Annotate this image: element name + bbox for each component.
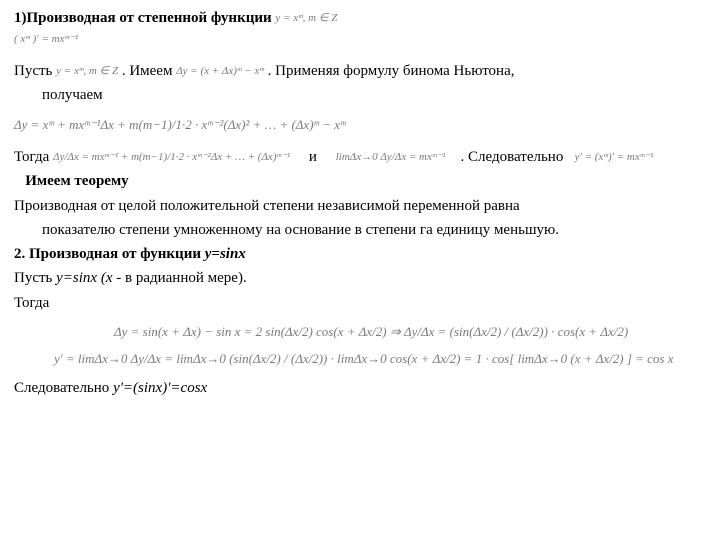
theorem-heading: Имеем теорему [14,171,706,191]
sin-limit-formula: y′ = limΔx→0 Δy/Δx = limΔx→0 (sin(Δx/2) … [14,350,706,368]
p2-formula2: limΔx→0 Δy/Δx = mxᵐ⁻¹ [336,151,446,163]
paragraph-1: Пусть y = xᵐ, m ∈ Z . Имеем Δy = (x + Δx… [14,61,706,81]
p2-therefore: . Следовательно [461,149,564,165]
theorem-body-line2: показателю степени умноженному на основа… [14,220,706,240]
title-line: 1)Производная от степенной функции y = x… [14,8,706,28]
paragraph-3: Пусть y=sinx (x - в радианной мере). [14,268,706,288]
p3-formula: y=sinx (x [56,270,112,286]
p1-word-apply: . Применяя формулу бинома Ньютона, [268,63,515,79]
conc-text: Следовательно [14,380,113,396]
p1-formula1: y = xᵐ, m ∈ Z [56,65,118,77]
theorem-label: Имеем теорему [25,173,128,189]
derivative-formula: ( xᵐ )′ = mxᵐ⁻¹ [14,32,706,47]
p1-word-let: Пусть [14,63,56,79]
p1-word-have: . Имеем [122,63,176,79]
title-formula: y = xᵐ, m ∈ Z [275,12,337,24]
sin-delta-formula: Δy = sin(x + Δx) − sin x = 2 sin(Δx/2) c… [14,323,706,341]
theorem-body-line1: Производная от целой положительной степе… [14,196,706,216]
conclusion: Следовательно y'=(sinx)'=cosx [14,378,706,398]
binomial-expansion: Δy = xᵐ + mxᵐ⁻¹Δx + m(m−1)/1·2 · xᵐ⁻²(Δx… [14,116,706,134]
p3-radians: - в радианной мере). [113,270,247,286]
conc-formula: y'=(sinx)'=cosx [113,380,207,396]
title-text: 1)Производная от степенной функции [14,10,275,26]
p2-formula3: y′ = (xᵐ)′ = mxᵐ⁻¹ [575,151,654,163]
h2-formula: y=sinx [205,246,246,262]
p1-formula2: Δy = (x + Δx)ᵐ − xᵐ [176,65,264,77]
p2-formula1: Δy/Δx = mxᵐ⁻¹ + m(m−1)/1·2 · xᵐ⁻²Δx + … … [53,151,290,163]
p3-let: Пусть [14,270,56,286]
p2-and: и [309,149,317,165]
paragraph-4: Тогда [14,293,706,313]
h2-text: 2. Производная от функции [14,246,205,262]
p2-then: Тогда [14,149,49,165]
heading-2: 2. Производная от функции y=sinx [14,244,706,264]
paragraph-2: Тогда Δy/Δx = mxᵐ⁻¹ + m(m−1)/1·2 · xᵐ⁻²Δ… [14,147,706,167]
p1-continuation: получаем [14,85,706,105]
